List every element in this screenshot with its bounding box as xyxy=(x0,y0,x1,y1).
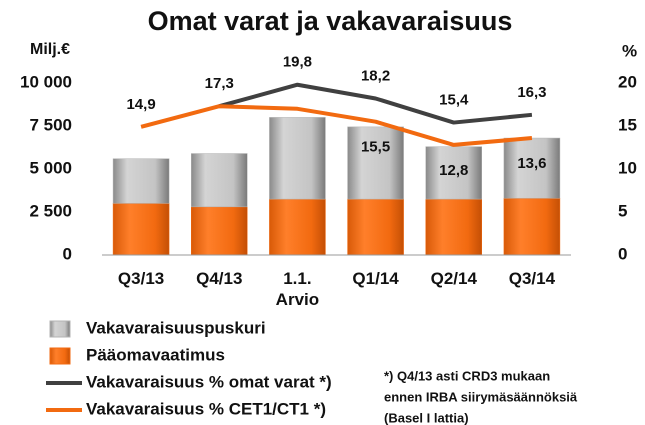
legend-label: Vakavaraisuuspuskuri xyxy=(86,318,266,337)
y2-tick-label: 5 xyxy=(618,201,627,220)
legend-label: Vakavaraisuus % omat varat *) xyxy=(86,372,332,391)
legend-swatch xyxy=(49,347,71,365)
data-label: 12,8 xyxy=(439,162,468,179)
y-tick-label: 7 500 xyxy=(29,115,72,134)
y-tick-label: 5 000 xyxy=(29,158,72,177)
legend-label: Vakavaraisuus % CET1/CT1 *) xyxy=(86,399,326,418)
bar xyxy=(425,198,482,256)
x-tick-label: Q3/14 xyxy=(508,269,556,288)
y-tick-label: 2 500 xyxy=(29,201,72,220)
legend-label: Pääomavaatimus xyxy=(86,345,225,364)
bar xyxy=(269,198,326,256)
data-label: 13,6 xyxy=(517,155,546,172)
data-label: 18,2 xyxy=(361,67,390,84)
bar xyxy=(112,203,170,256)
annotation: *) Q4/13 asti CRD3 mukaan xyxy=(384,368,550,383)
bar xyxy=(269,117,326,200)
y2-tick-label: 15 xyxy=(618,115,637,134)
data-label: 19,8 xyxy=(283,54,312,71)
data-label: 15,4 xyxy=(439,92,469,109)
bar xyxy=(112,158,170,204)
bar xyxy=(503,197,561,256)
x-tick-label: 1.1. Arvio xyxy=(275,269,320,309)
bar xyxy=(191,153,248,208)
x-tick-label: Q1/14 xyxy=(352,269,399,288)
y-tick-label: 0 xyxy=(63,244,72,263)
bar xyxy=(191,206,248,256)
y2-tick-label: 10 xyxy=(618,158,637,177)
x-tick-label: Q3/13 xyxy=(117,269,165,288)
bar xyxy=(347,126,404,200)
y2-tick-label: 20 xyxy=(618,72,637,91)
chart-title: Omat varat ja vakavaraisuus xyxy=(148,6,513,36)
bar xyxy=(425,146,482,200)
y-tick-label: 10 000 xyxy=(20,72,72,91)
bar xyxy=(347,198,404,256)
x-tick-label: Q4/13 xyxy=(196,269,243,288)
y2-tick-label: 0 xyxy=(618,244,627,263)
y2-axis-label: % xyxy=(622,41,637,60)
annotation: ennen IRBA siirymäsäännöksiä xyxy=(384,389,578,404)
x-tick-label: Q2/14 xyxy=(430,269,477,288)
data-label: 16,3 xyxy=(517,84,546,101)
data-label: 15,5 xyxy=(361,139,390,156)
line xyxy=(218,82,533,125)
data-label: 17,3 xyxy=(205,75,234,92)
y-axis-label: Milj.€ xyxy=(30,41,70,58)
data-label: 14,9 xyxy=(126,96,155,113)
annotation: (Basel I lattia) xyxy=(384,410,469,425)
line xyxy=(140,104,533,147)
legend-swatch xyxy=(49,320,71,338)
